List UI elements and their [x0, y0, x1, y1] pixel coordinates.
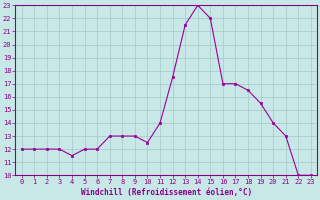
X-axis label: Windchill (Refroidissement éolien,°C): Windchill (Refroidissement éolien,°C)	[81, 188, 252, 197]
